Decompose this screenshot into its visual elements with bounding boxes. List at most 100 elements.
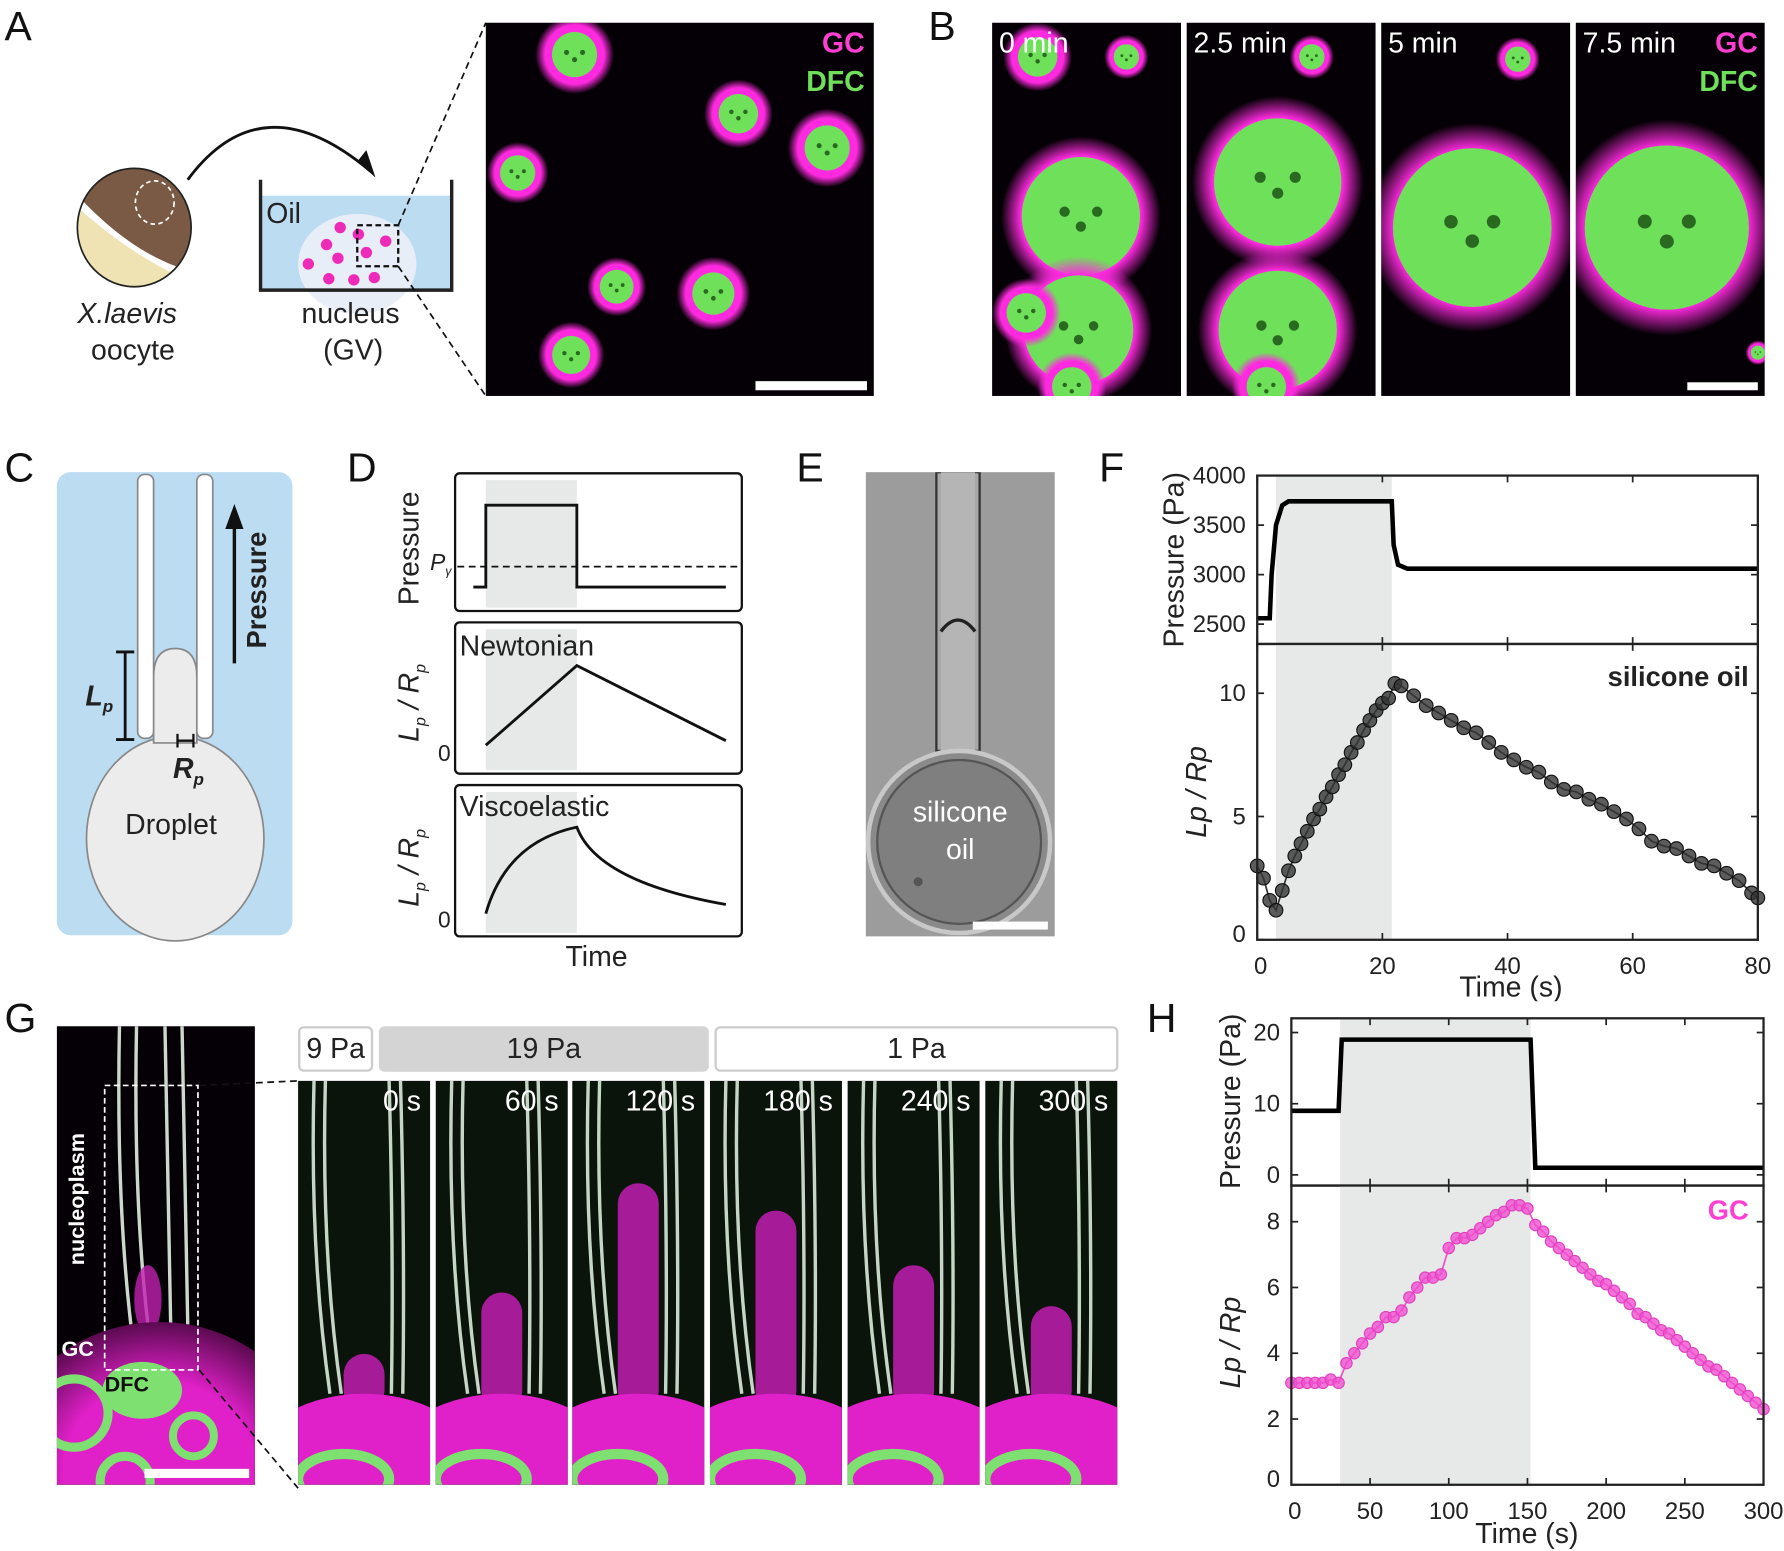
data-point — [1324, 779, 1340, 795]
panel-label-a: A — [4, 2, 32, 49]
x-tick-label: 50 — [1357, 1498, 1384, 1525]
y-tick-label: 0 — [1233, 921, 1246, 948]
data-point — [1403, 1291, 1416, 1304]
panel-label-c: C — [4, 443, 35, 491]
data-point — [1493, 745, 1509, 760]
y-axis-label: Lp / Rp — [1215, 1297, 1247, 1389]
data-point — [1529, 1218, 1542, 1232]
data-point — [1619, 811, 1634, 827]
data-point — [1706, 858, 1722, 874]
frame-timestamp: 7.5 min — [1582, 27, 1676, 60]
timelapse-frame: 5 min — [1381, 22, 1571, 396]
data-point — [1694, 1353, 1707, 1367]
axes-frame — [1290, 1184, 1765, 1486]
dfc-legend: DFC — [806, 65, 865, 98]
x-tick-label: 60 — [1619, 953, 1646, 980]
data-point — [1741, 1389, 1755, 1403]
gc-label: GC — [61, 1338, 94, 1362]
arrow-icon — [186, 126, 371, 181]
scale-bar — [144, 1468, 250, 1478]
data-point — [1363, 1327, 1377, 1340]
y-tick-label: 2500 — [1193, 611, 1246, 638]
data-point — [1287, 848, 1303, 864]
x-tick-label: 0 — [1288, 1498, 1301, 1525]
data-point — [1584, 1268, 1597, 1281]
droplet-label: Droplet — [125, 808, 217, 841]
x-tick-label: 80 — [1745, 953, 1772, 980]
x-tick-label: 40 — [1494, 953, 1521, 980]
data-point — [1556, 782, 1572, 797]
data-point — [1497, 1205, 1511, 1219]
frame-timestamp: 5 min — [1388, 27, 1458, 60]
y-tick-label: 6 — [1267, 1274, 1280, 1301]
y-tick-label: 2 — [1267, 1406, 1280, 1433]
pressure-line — [1291, 1037, 1764, 1171]
data-point — [1576, 1261, 1589, 1275]
y-tick-label: 4000 — [1193, 463, 1246, 490]
data-point — [1581, 791, 1597, 807]
timelapse-frame: 0 s — [298, 1080, 431, 1485]
timelapse-frame: 180 s — [709, 1080, 842, 1485]
data-point — [1543, 774, 1559, 790]
y-tick-label: 4 — [1267, 1340, 1280, 1367]
pressure-step-9pa: 9 Pa — [298, 1026, 374, 1072]
pressure-step-19pa: 19 Pa — [378, 1026, 709, 1072]
panel-f-chart: 2500 3000 3500 4000 0 5 10 0 20 40 60 80 Pressure (P… — [1158, 463, 1772, 1002]
y-tick-label: 20 — [1253, 1019, 1280, 1046]
dfc-label: DFC — [104, 1373, 150, 1398]
panel-label-d: D — [347, 443, 377, 491]
viscoelastic-label: Viscoelastic — [459, 790, 610, 823]
data-point — [1348, 1346, 1361, 1360]
frame-timestamp: 2.5 min — [1193, 27, 1287, 60]
data-point — [1631, 821, 1647, 837]
timelapse-frame: 0 min — [992, 22, 1181, 396]
gc-legend: GC — [1715, 27, 1758, 60]
pressure-line — [1257, 499, 1758, 621]
data-point — [1733, 1383, 1747, 1396]
gv-label: (GV) — [323, 334, 384, 367]
data-point — [1623, 1297, 1637, 1311]
d-newtonian-plot — [453, 621, 743, 775]
y-tick-label: 0 — [1267, 1162, 1280, 1189]
data-point — [1411, 1281, 1424, 1294]
data-point — [1639, 1310, 1652, 1324]
d-xlabel: Time — [565, 940, 628, 973]
series-annotation: GC — [1708, 1195, 1749, 1226]
data-point — [1678, 1340, 1692, 1353]
d-zero-1: 0 — [438, 741, 451, 767]
data-point — [1607, 1284, 1621, 1298]
panel-d-schematic-plots — [453, 472, 743, 938]
y-tick-label: 5 — [1233, 803, 1246, 830]
data-point — [1725, 1376, 1739, 1390]
data-point — [1256, 870, 1271, 886]
d-newtonian-ylabel: Lp / Rp — [393, 663, 429, 742]
data-point — [1468, 725, 1484, 741]
shaded-interval — [1275, 475, 1392, 644]
x-axis-label: Time (s) — [1475, 1518, 1578, 1550]
y-axis-label: Lp / Rp — [1181, 746, 1213, 838]
data-point — [1387, 1310, 1400, 1324]
panel-a-schematic — [76, 22, 487, 397]
panel-label-b: B — [928, 2, 956, 49]
scale-bar — [972, 921, 1048, 930]
data-point — [1536, 1225, 1550, 1238]
data-point — [1615, 1291, 1629, 1304]
data-point — [1434, 1268, 1448, 1281]
data-point — [1594, 796, 1609, 812]
data-point — [1456, 720, 1472, 736]
dfc-legend: DFC — [1699, 65, 1758, 98]
data-point — [1443, 712, 1459, 728]
axes-frame — [1256, 642, 1759, 941]
x-tick-label: 200 — [1586, 1498, 1626, 1525]
y-axis-label: Pressure (Pa) — [1215, 1014, 1247, 1189]
data-point — [1544, 1235, 1558, 1248]
frame-timestamp: 240 s — [900, 1085, 971, 1118]
d-viscoelastic-ylabel: Lp / Rp — [393, 828, 429, 907]
x-tick-label: 0 — [1254, 953, 1267, 980]
data-point — [1686, 1346, 1699, 1360]
p-gamma-label: Pγ — [430, 550, 452, 580]
data-point — [1506, 752, 1522, 768]
data-point — [1710, 1363, 1723, 1376]
